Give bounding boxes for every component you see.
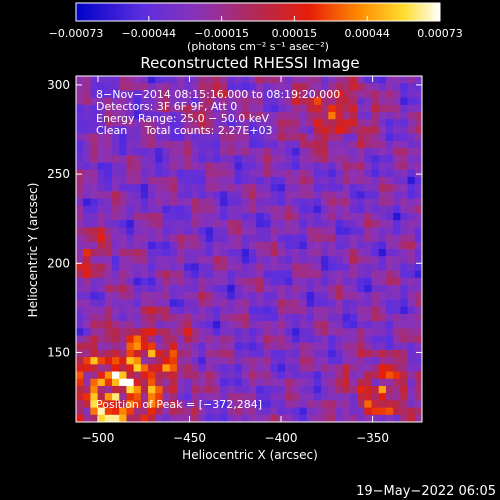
colorbar-tick-label: −0.00015 — [194, 27, 249, 40]
colorbar-ticks: −0.00073 −0.00044 −0.00015 0.00015 0.00044 0.… — [49, 16, 463, 40]
y-tick-label: 250 — [47, 167, 70, 181]
annotation-time-range: 8−Nov−2014 08:15:16.000 to 08:19:20.000 — [96, 88, 340, 101]
colorbar-tick-label: −0.00073 — [49, 27, 104, 40]
heatmap-image — [76, 76, 423, 423]
colorbar-tick-label: 0.00073 — [417, 27, 463, 40]
y-tick-label: 200 — [47, 256, 70, 270]
plot-frame — [75, 75, 423, 423]
colorbar-tick-label: 0.00044 — [344, 27, 390, 40]
x-tick-label: −450 — [173, 431, 206, 445]
colorbar-tick-label: −0.00044 — [121, 27, 176, 40]
y-tick-label: 150 — [47, 345, 70, 359]
axis-ticks: −500 −450 −400 −350 150 200 250 300 — [47, 76, 422, 445]
colorbar-units-label: (photons cm⁻² s⁻¹ asec⁻²) — [187, 40, 329, 53]
colorbar — [75, 2, 441, 22]
x-tick-label: −400 — [265, 431, 298, 445]
chart-title: Reconstructed RHESSI Image — [140, 54, 359, 72]
x-tick-label: −500 — [81, 431, 114, 445]
y-tick-label: 300 — [47, 78, 70, 92]
footer-timestamp: 19−May−2022 06:05 — [356, 484, 496, 499]
x-axis-label: Heliocentric X (arcsec) — [182, 448, 318, 462]
annotation-detectors: Detectors: 3F 6F 9F, Att 0 — [96, 100, 237, 113]
y-axis-label: Heliocentric Y (arcsec) — [26, 183, 40, 318]
annotation-clean-counts: Clean Total counts: 2.27E+03 — [96, 124, 273, 137]
annotation-energy-range: Energy Range: 25.0 − 50.0 keV — [96, 112, 270, 125]
x-tick-label: −350 — [356, 431, 389, 445]
colorbar-tick-label: 0.00015 — [272, 27, 318, 40]
annotation-peak-position: Position of Peak = [−372,284] — [96, 398, 262, 411]
